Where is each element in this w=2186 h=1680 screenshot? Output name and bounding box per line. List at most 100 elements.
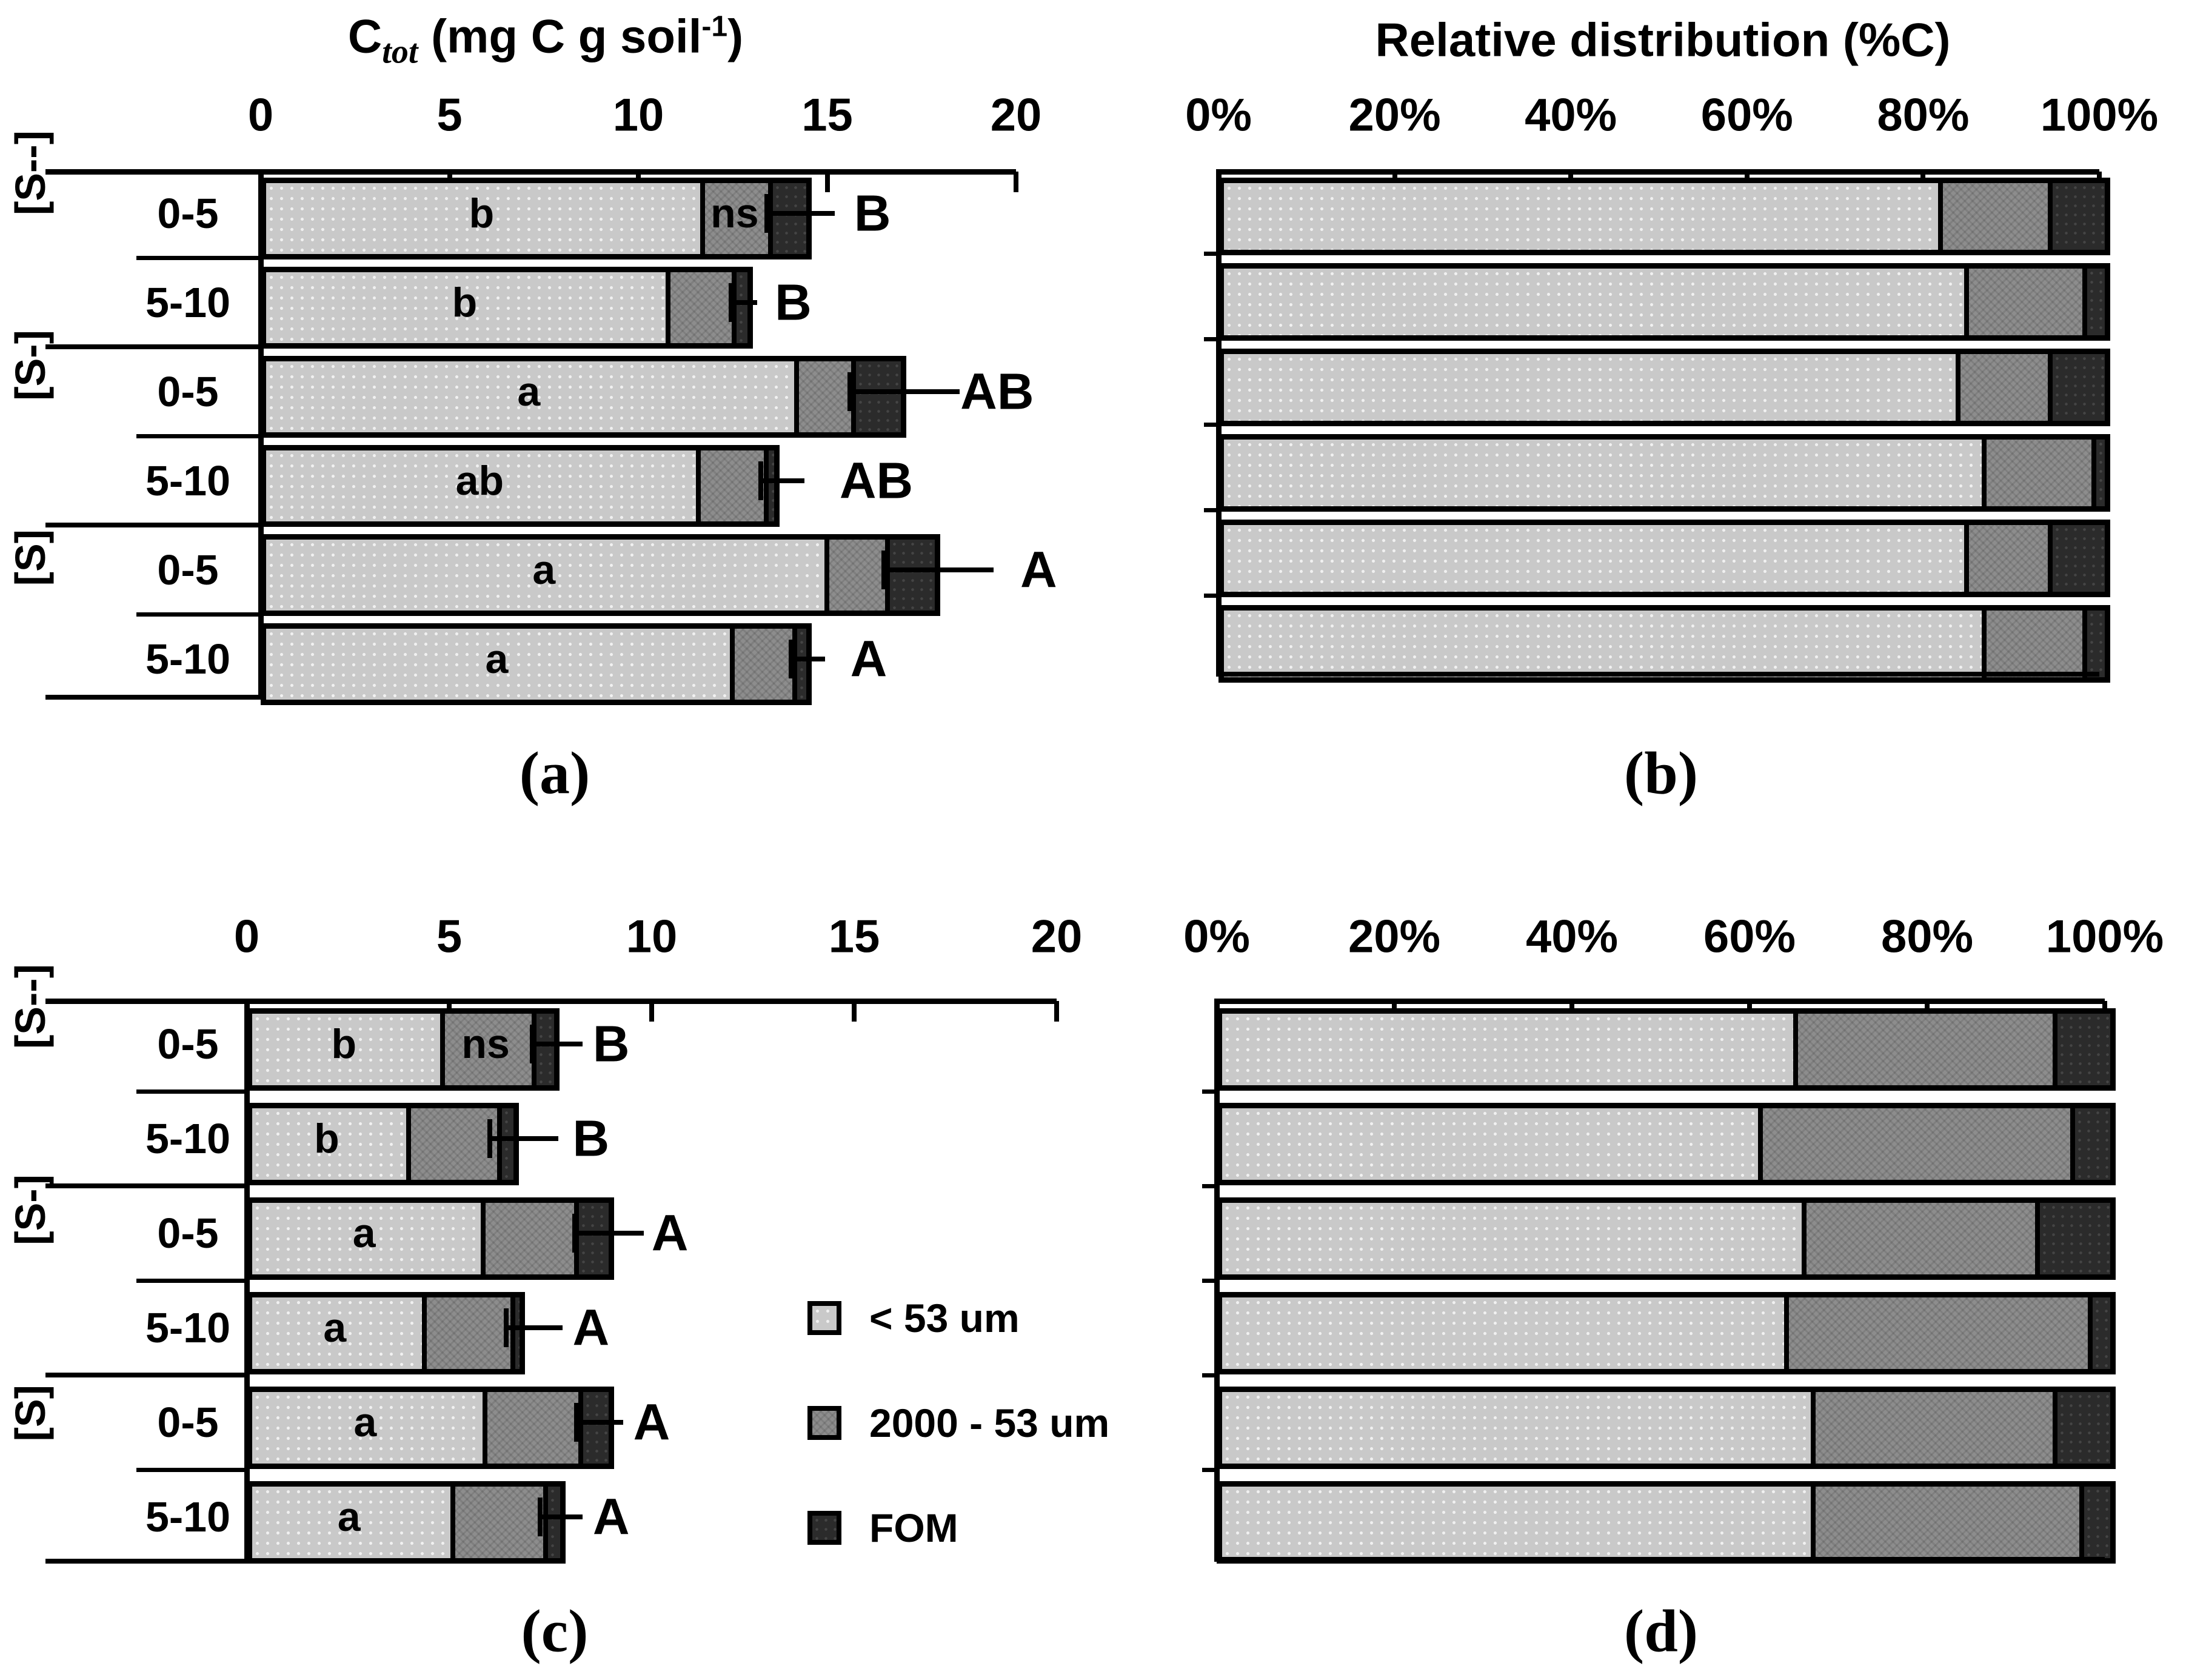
panel-c-depth-separator xyxy=(136,1089,247,1094)
panel-a-error-bar xyxy=(766,210,835,216)
panel-a-row-label-depth: 5-10 xyxy=(145,278,231,326)
panel-b-y-minor-tick xyxy=(1204,594,1218,598)
panel-b-x-tick-label: 80% xyxy=(1877,89,1970,141)
panel-d-bar-5-seg-fom xyxy=(2053,1392,2110,1464)
panel-c-bar-6-seg-lt53 xyxy=(252,1487,450,1558)
title-a-sup: -1 xyxy=(701,10,728,43)
panel-c-inbar-label: a xyxy=(323,1305,347,1351)
panel-d-x-tick-label: 80% xyxy=(1880,911,1974,963)
panel-a-x-tick-label: 5 xyxy=(436,89,463,141)
panel-b-bar-6-seg-s2000 xyxy=(1982,611,2083,677)
panel-a-bar-4-seg-s2000 xyxy=(695,450,764,521)
panel-d-bar-5 xyxy=(1217,1387,2116,1469)
panel-a-row-label-depth: 5-10 xyxy=(145,635,231,683)
panel-d-bar-3-seg-fom xyxy=(2035,1203,2110,1274)
panel-a-group-label: [S-] xyxy=(7,330,54,401)
panel-b-x-tick-label: 40% xyxy=(1525,89,1617,141)
panel-a-bar-5-seg-s2000 xyxy=(824,540,886,611)
panel-c-x-tick-label: 0 xyxy=(233,911,260,963)
panel-c-x-tick xyxy=(649,1001,654,1022)
panel-a-sig-letter: AB xyxy=(960,363,1034,420)
panel-c-error-bar xyxy=(489,1136,559,1141)
panel-c-bar-1-seg-s2000 xyxy=(440,1014,532,1085)
panel-a-x-tick xyxy=(824,172,830,192)
panel-c-row-label-depth: 0-5 xyxy=(157,1210,219,1257)
panel-a-bar-5 xyxy=(261,534,940,616)
panel-a-inbar-label: a xyxy=(532,546,556,593)
panel-c-error-bar xyxy=(577,1420,624,1425)
panel-a-inbar-label-ns: ns xyxy=(710,190,759,236)
panel-c-bar-6-seg-s2000 xyxy=(450,1487,544,1558)
panel-c-bar-4-seg-fom xyxy=(510,1297,520,1369)
title-a-lead: C xyxy=(347,9,383,63)
panel-d-bar-2-seg-lt53 xyxy=(1222,1108,1758,1180)
panel-c-group-separator xyxy=(45,1183,247,1188)
panel-c-sig-letter: B xyxy=(592,1015,630,1073)
panel-c-error-bar xyxy=(540,1514,583,1519)
panel-a-bar-1-seg-s2000 xyxy=(700,183,768,254)
panel-d-bar-4-seg-fom xyxy=(2088,1297,2110,1369)
panel-a-bar-3-seg-fom xyxy=(851,361,901,432)
panel-b-bar-1-seg-s2000 xyxy=(1938,183,2048,250)
caption-d: (d) xyxy=(1623,1597,1699,1665)
panel-a-row-label-depth: 0-5 xyxy=(157,189,219,237)
panel-c-bar-5-seg-fom xyxy=(578,1392,609,1464)
panel-a-axis-title: Ctot (mg C g soil-1) xyxy=(348,9,743,72)
panel-d-x-tick-label: 20% xyxy=(1348,911,1441,963)
panel-c-row-label-depth: 5-10 xyxy=(145,1304,231,1351)
panel-a-depth-separator xyxy=(136,255,261,260)
title-a-mid: (mg C g soil xyxy=(418,9,702,63)
panel-b-x-tick-label: 60% xyxy=(1700,89,1793,141)
panel-d-bar-6-seg-lt53 xyxy=(1222,1487,1811,1558)
panel-b-bar-4 xyxy=(1218,434,2110,512)
panel-b-bar-3-seg-lt53 xyxy=(1224,354,1956,421)
legend-item-s2000: 2000 - 53 um xyxy=(807,1400,1109,1446)
panel-c-inbar-label: b xyxy=(331,1021,357,1067)
panel-c-inbar-label: a xyxy=(352,1210,376,1256)
panel-c-row-label-depth: 5-10 xyxy=(145,1115,231,1162)
legend-swatch-fom-icon xyxy=(807,1511,841,1545)
panel-c-depth-separator xyxy=(136,1467,247,1472)
panel-a-bar-4-seg-lt53 xyxy=(266,450,696,521)
panel-c-x-tick-label: 15 xyxy=(828,911,880,963)
panel-c-error-bar xyxy=(506,1325,563,1330)
panel-c-bar-5-seg-s2000 xyxy=(483,1392,578,1464)
panel-d-bar-3-seg-lt53 xyxy=(1222,1203,1802,1274)
panel-d-x-tick-label: 100% xyxy=(2045,911,2164,963)
panel-c-bar-4 xyxy=(247,1292,525,1374)
panel-a-row-label-depth: 0-5 xyxy=(157,367,219,415)
panel-c-group-separator xyxy=(45,1373,247,1377)
panel-c-inbar-label: b xyxy=(314,1116,339,1162)
title-a-end: ) xyxy=(727,9,744,63)
panel-d-bar-1 xyxy=(1217,1008,2116,1091)
panel-d-bar-2-seg-fom xyxy=(2070,1108,2110,1180)
panel-d-bar-6 xyxy=(1217,1481,2116,1564)
panel-a-bar-4-seg-fom xyxy=(763,450,774,521)
panel-a-row-label-depth: 5-10 xyxy=(145,457,231,504)
panel-c-inbar-label-ns: ns xyxy=(461,1021,510,1067)
panel-b-bar-6-seg-fom xyxy=(2082,611,2105,677)
panel-d-y-minor-tick xyxy=(1202,1089,1217,1094)
panel-d-y-minor-tick xyxy=(1202,1183,1217,1188)
panel-c-row-label-depth: 0-5 xyxy=(157,1020,219,1068)
panel-b-x-tick-label: 100% xyxy=(2040,89,2159,141)
panel-c-top-axis-line xyxy=(45,998,1057,1004)
panel-c-bar-2 xyxy=(247,1103,519,1185)
legend-item-lt53: < 53 um xyxy=(807,1295,1020,1341)
panel-a-inbar-label: ab xyxy=(455,457,504,504)
panel-a-bar-6-seg-lt53 xyxy=(266,629,730,700)
panel-a-bar-3-seg-lt53 xyxy=(266,361,795,432)
panel-c-inbar-label: a xyxy=(337,1494,361,1540)
legend-swatch-s2000-icon xyxy=(807,1406,841,1440)
panel-a-sig-letter: A xyxy=(1020,541,1057,598)
panel-d-y-minor-tick xyxy=(1202,1278,1217,1283)
panel-c-sig-letter: A xyxy=(633,1393,670,1451)
panel-a-group-label: [S--] xyxy=(7,130,54,216)
panel-b-y-minor-tick xyxy=(1204,252,1218,256)
panel-a-bar-1 xyxy=(261,178,812,259)
panel-a-bar-2-seg-fom xyxy=(732,272,748,343)
panel-c-bar-6-seg-fom xyxy=(543,1487,560,1558)
title-a-sub: tot xyxy=(382,33,418,71)
panel-a-error-bar xyxy=(730,300,758,305)
